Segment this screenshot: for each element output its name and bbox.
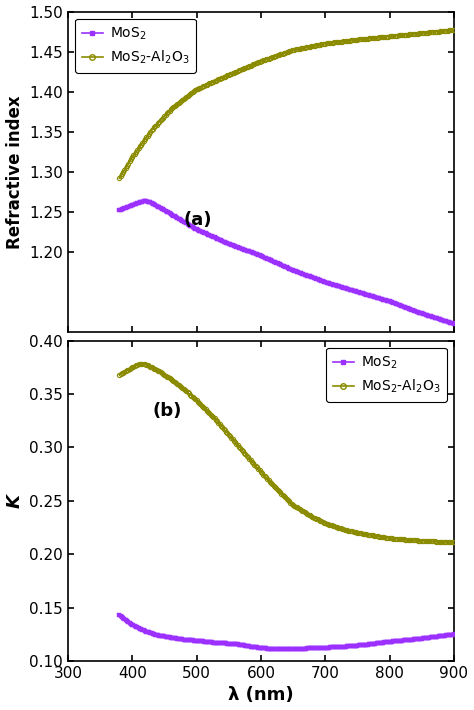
- Text: (b): (b): [153, 402, 182, 420]
- Y-axis label: K: K: [6, 494, 24, 508]
- Y-axis label: Refractive index: Refractive index: [6, 95, 24, 248]
- Legend: MoS$_2$, MoS$_2$-Al$_2$O$_3$: MoS$_2$, MoS$_2$-Al$_2$O$_3$: [326, 348, 447, 403]
- Legend: MoS$_2$, MoS$_2$-Al$_2$O$_3$: MoS$_2$, MoS$_2$-Al$_2$O$_3$: [75, 18, 196, 73]
- X-axis label: λ (nm): λ (nm): [228, 687, 294, 704]
- Text: (a): (a): [184, 211, 212, 229]
